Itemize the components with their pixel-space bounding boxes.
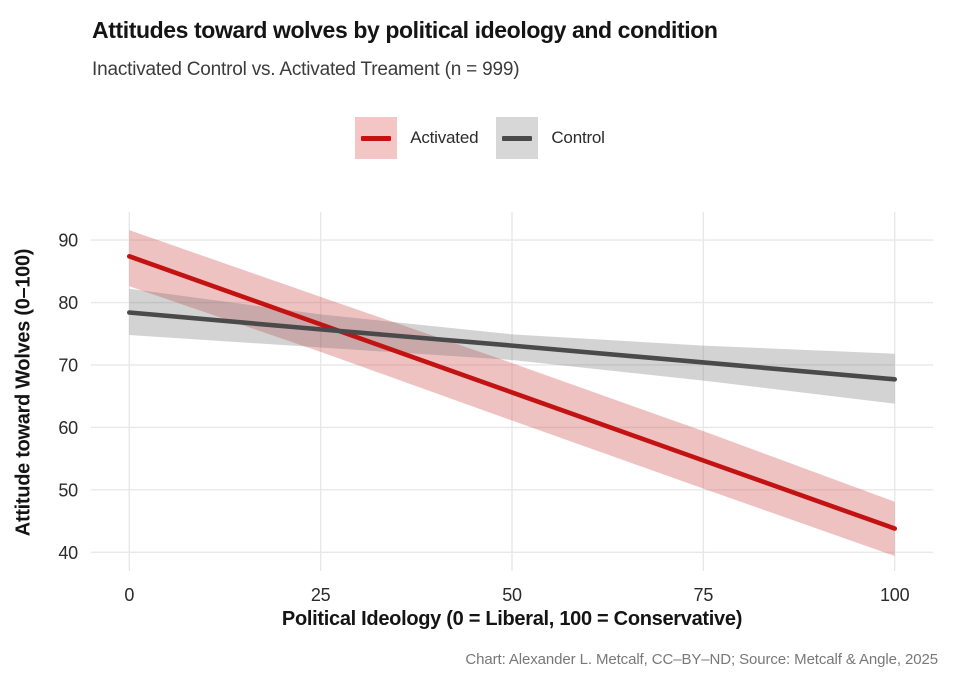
page-title: Attitudes toward wolves by political ide…	[92, 17, 718, 43]
legend-item-control: Control	[496, 117, 605, 159]
page-subtitle: Inactivated Control vs. Activated Treame…	[92, 59, 520, 80]
y-tick-label: 50	[58, 480, 78, 500]
trend-line-control	[126, 310, 898, 382]
x-tick-label: 100	[880, 585, 910, 605]
x-tick-label: 0	[124, 585, 134, 605]
legend-item-activated: Activated	[355, 117, 479, 159]
x-tick-label: 25	[311, 585, 331, 605]
x-tick-label: 75	[694, 585, 714, 605]
legend-label-control: Control	[551, 128, 605, 147]
y-tick-label: 80	[58, 293, 78, 313]
y-axis-title: Attitude toward Wolves (0–100)	[12, 248, 35, 537]
activated-line-key-icon	[361, 135, 392, 141]
y-tick-label: 60	[58, 418, 78, 438]
legend-swatch-activated-icon	[355, 117, 398, 159]
caption: Chart: Alexander L. Metcalf, CC–BY–ND; S…	[465, 651, 938, 668]
trend-line-activated	[126, 254, 898, 531]
control-line-key-icon	[502, 135, 533, 141]
y-tick-label: 70	[58, 355, 78, 375]
x-axis-title: Political Ideology (0 = Liberal, 100 = C…	[281, 608, 743, 630]
legend: Activated Control	[0, 117, 960, 159]
legend-label-activated: Activated	[410, 128, 479, 147]
y-tick-label: 40	[58, 543, 78, 563]
x-tick-label: 50	[502, 585, 522, 605]
legend-swatch-control-icon	[496, 117, 539, 159]
y-tick-label: 90	[58, 231, 78, 251]
